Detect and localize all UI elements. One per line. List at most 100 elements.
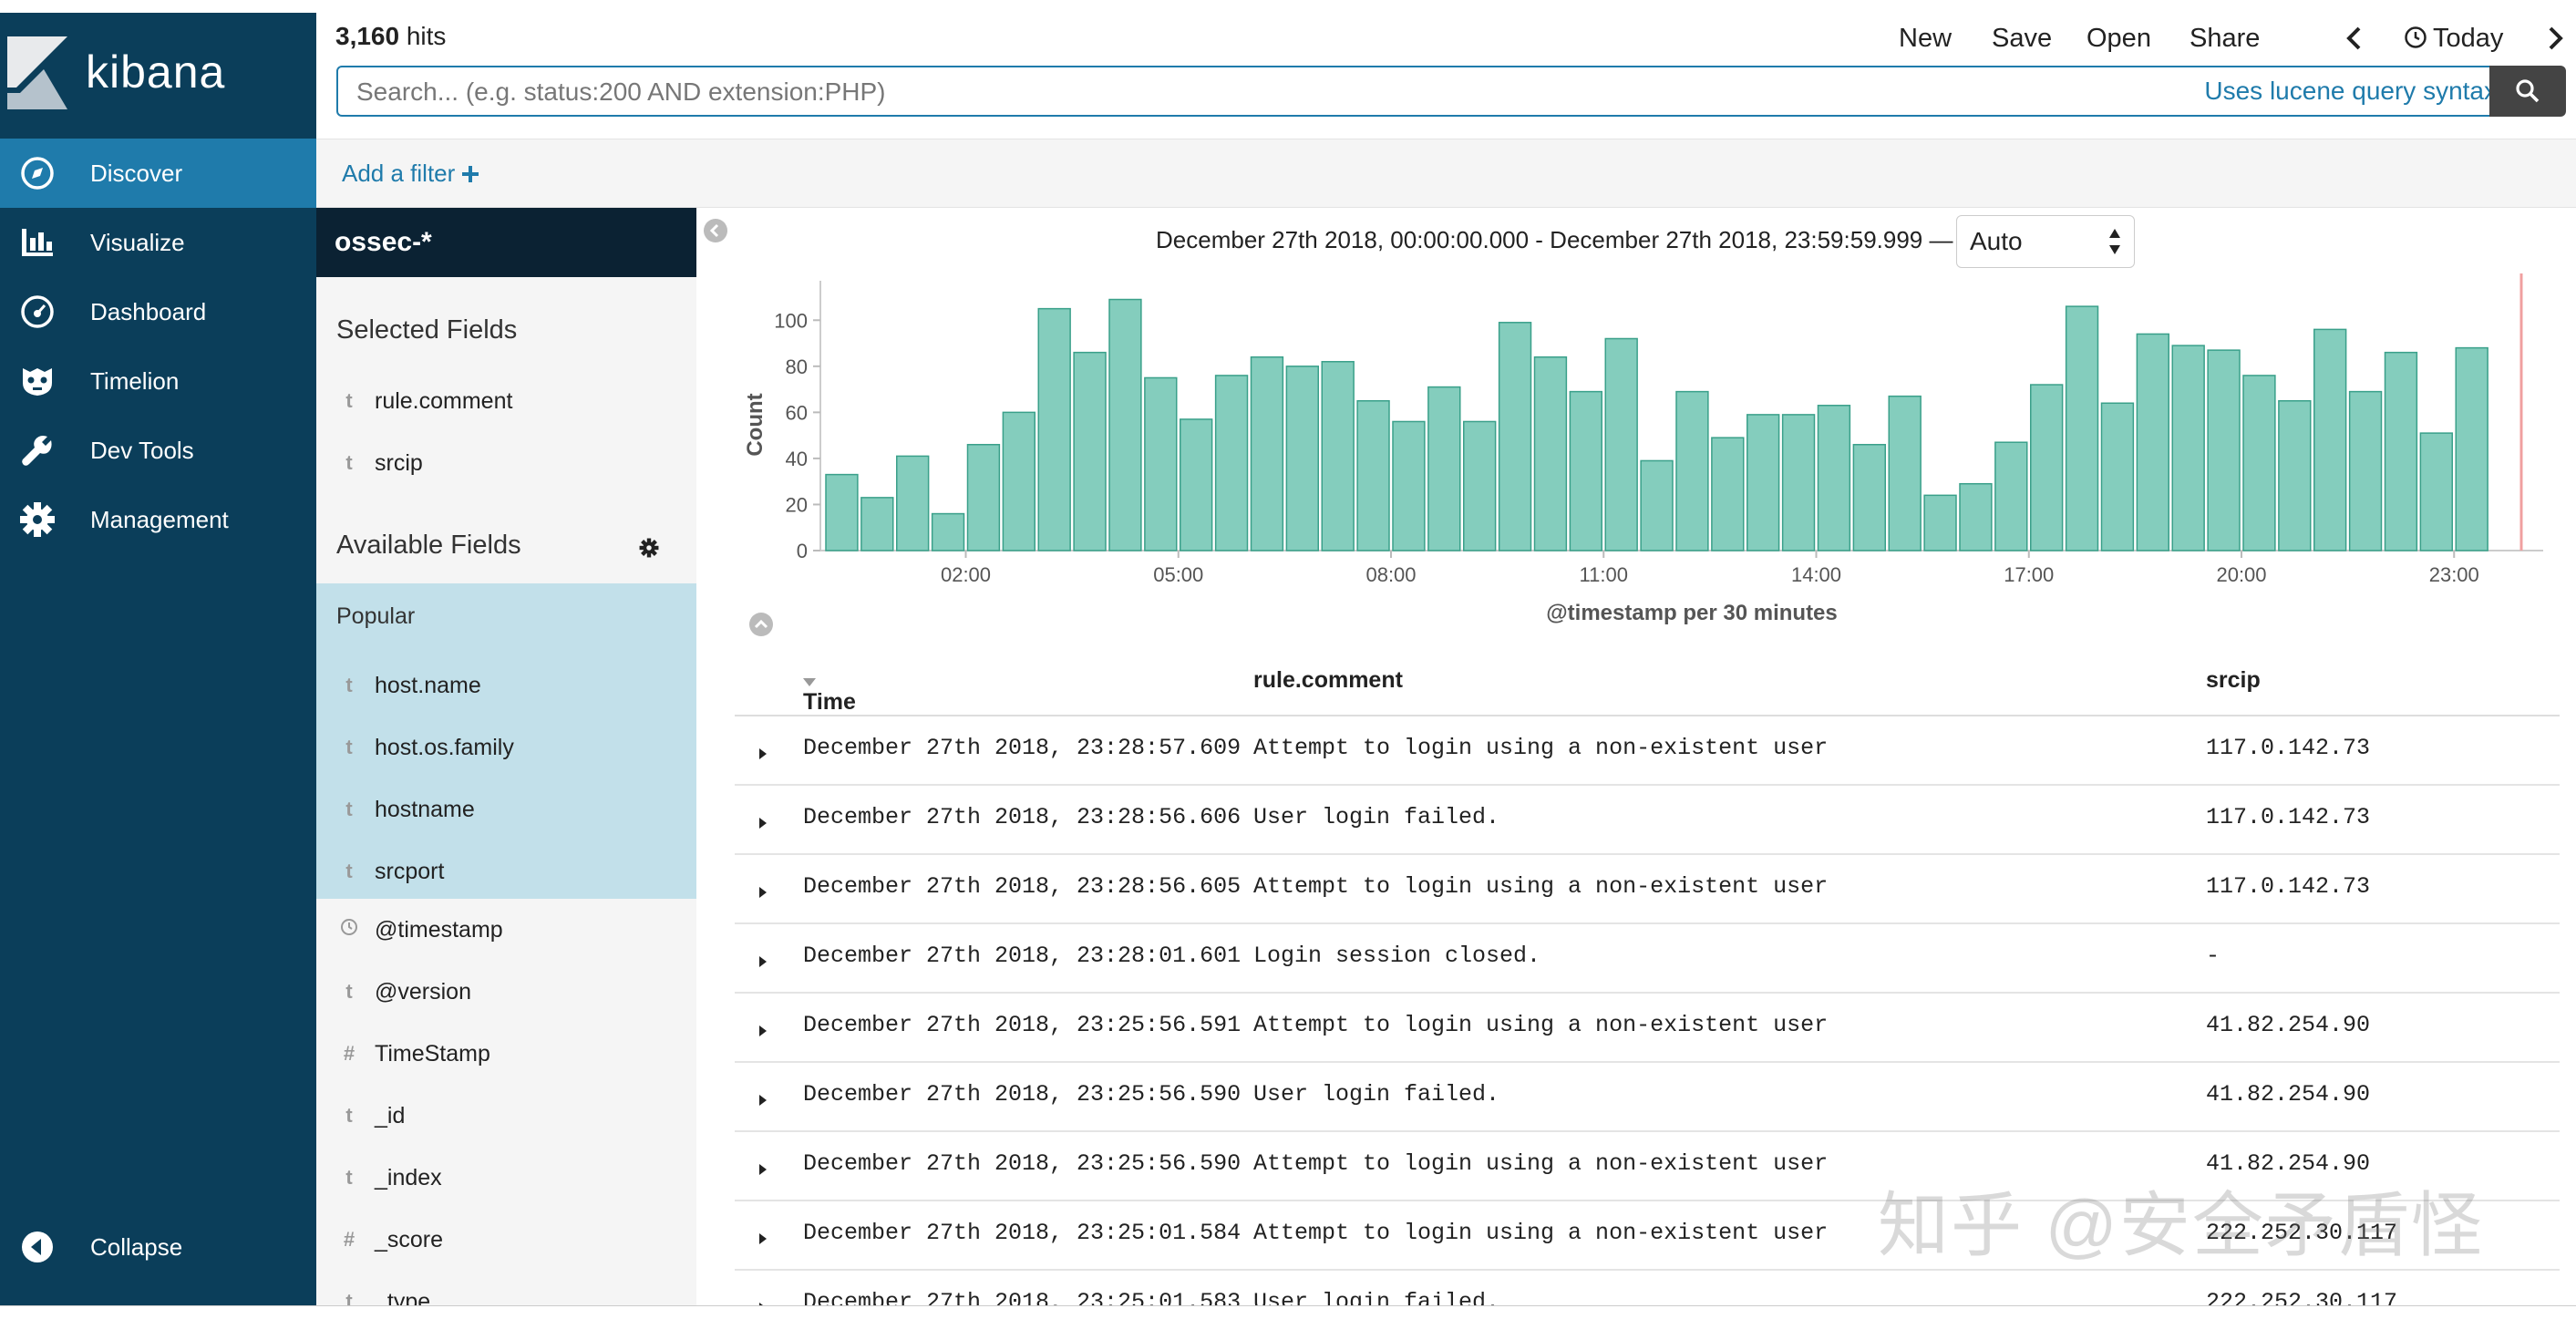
field-item[interactable]: # _score — [316, 1209, 696, 1271]
date-type-clock-icon — [340, 918, 358, 942]
share-button[interactable]: Share — [2190, 24, 2261, 53]
field-item[interactable]: t host.os.family — [316, 716, 696, 778]
histogram-bar — [2348, 390, 2383, 551]
expand-row-icon[interactable] — [758, 1295, 768, 1305]
collapse-sidebar-button[interactable] — [702, 217, 729, 249]
cell-srcip: 222.252.30.117 — [2206, 1289, 2398, 1305]
search-button[interactable] — [2489, 66, 2566, 117]
table-row[interactable]: December 27th 2018, 23:28:01.601 Login se… — [735, 922, 2560, 994]
histogram-bar — [1888, 395, 1922, 551]
cell-time: December 27th 2018, 23:25:56.590 — [803, 1150, 1242, 1177]
field-item[interactable]: t rule.comment — [316, 370, 696, 432]
histogram-bar — [2278, 399, 2312, 551]
field-name: hostname — [375, 796, 475, 822]
field-item[interactable]: t _index — [316, 1147, 696, 1209]
column-header-time[interactable]: Time — [803, 667, 856, 715]
main-navigation: kibana Discover Visualize Dashboard Time… — [0, 13, 316, 1305]
time-next-button[interactable] — [2548, 26, 2564, 58]
table-row[interactable]: December 27th 2018, 23:25:56.590 User log… — [735, 1061, 2560, 1132]
expand-row-icon[interactable] — [758, 810, 768, 837]
expand-row-icon[interactable] — [758, 741, 768, 768]
field-settings-gear-icon[interactable] — [639, 538, 659, 562]
expand-row-icon[interactable] — [758, 1018, 768, 1045]
field-item[interactable]: @timestamp — [316, 899, 696, 961]
cell-rule-comment: Attempt to login using a non-existent us… — [1253, 873, 1829, 900]
table-row[interactable]: December 27th 2018, 23:25:01.584 Attempt … — [735, 1200, 2560, 1271]
select-arrows-icon — [2108, 227, 2121, 263]
histogram-bar — [1250, 356, 1284, 551]
table-row[interactable]: December 27th 2018, 23:25:56.591 Attempt … — [735, 992, 2560, 1063]
field-item[interactable]: # TimeStamp — [316, 1023, 696, 1085]
kibana-logo[interactable]: kibana — [0, 13, 316, 139]
field-name: TimeStamp — [375, 1040, 490, 1067]
nav-label-management: Management — [90, 505, 229, 533]
cell-rule-comment: User login failed. — [1253, 1289, 1500, 1305]
table-row[interactable]: December 27th 2018, 23:28:57.609 Attempt … — [735, 715, 2560, 786]
collapse-chart-button[interactable] — [747, 611, 775, 643]
field-item[interactable]: t hostname — [316, 778, 696, 840]
expand-row-icon[interactable] — [758, 1226, 768, 1252]
chevron-up-circle-icon — [749, 613, 773, 636]
string-type-icon: t — [345, 736, 353, 758]
nav-item-discover[interactable]: Discover — [0, 139, 316, 208]
gear-icon — [18, 500, 57, 539]
table-row[interactable]: December 27th 2018, 23:28:56.606 User log… — [735, 784, 2560, 855]
table-row[interactable]: December 27th 2018, 23:25:01.583 User log… — [735, 1269, 2560, 1305]
plus-icon — [461, 166, 479, 182]
index-pattern-selector[interactable]: ossec-* — [316, 208, 696, 277]
add-filter-button[interactable]: Add a filter — [342, 160, 479, 188]
string-type-icon: t — [345, 798, 353, 820]
save-button[interactable]: Save — [1992, 24, 2053, 53]
open-button[interactable]: Open — [2087, 24, 2151, 53]
wrench-icon — [18, 431, 57, 469]
timelion-mask-icon — [18, 362, 57, 400]
time-picker-button[interactable]: Today — [2404, 24, 2503, 54]
field-name: _type — [375, 1288, 431, 1306]
histogram-bar — [1604, 337, 1638, 551]
histogram-bar — [1356, 399, 1390, 551]
lucene-syntax-link[interactable]: Uses lucene query syntax — [2204, 77, 2497, 105]
histogram-bar — [1533, 356, 1568, 551]
field-item[interactable]: t @version — [316, 961, 696, 1023]
nav-item-visualize[interactable]: Visualize — [0, 208, 316, 277]
nav-item-timelion[interactable]: Timelion — [0, 346, 316, 416]
field-item[interactable]: t _id — [316, 1085, 696, 1147]
x-tick-label: 08:00 — [1365, 563, 1416, 586]
nav-collapse-button[interactable]: Collapse — [0, 1212, 316, 1282]
histogram-bar — [896, 455, 930, 551]
nav-item-dashboard[interactable]: Dashboard — [0, 277, 316, 346]
field-item[interactable]: t srcip — [316, 432, 696, 494]
column-header-rule-comment[interactable]: rule.comment — [1253, 667, 1403, 693]
chevron-left-icon — [2346, 26, 2361, 50]
table-row[interactable]: December 27th 2018, 23:28:56.605 Attempt … — [735, 853, 2560, 924]
x-tick-label: 11:00 — [1580, 563, 1628, 586]
histogram-bar — [1392, 420, 1426, 551]
field-name: host.name — [375, 672, 481, 698]
search-input[interactable] — [338, 67, 2090, 117]
expand-row-icon[interactable] — [758, 1157, 768, 1183]
expand-row-icon[interactable] — [758, 949, 768, 975]
histogram-bar — [2171, 345, 2205, 551]
cell-rule-comment: Login session closed. — [1253, 943, 1541, 969]
expand-row-icon[interactable] — [758, 880, 768, 906]
column-header-srcip[interactable]: srcip — [2206, 667, 2261, 693]
field-item[interactable]: t _type — [316, 1271, 696, 1306]
string-type-icon: t — [345, 1166, 353, 1189]
histogram-bar — [1675, 390, 1709, 551]
new-button[interactable]: New — [1899, 24, 1953, 53]
interval-select[interactable]: Auto — [1956, 215, 2135, 268]
field-item[interactable]: t srcport — [316, 840, 696, 902]
string-type-icon: t — [345, 674, 353, 696]
table-row[interactable]: December 27th 2018, 23:25:56.590 Attempt … — [735, 1130, 2560, 1201]
time-prev-button[interactable] — [2345, 26, 2362, 58]
histogram-bar — [2207, 349, 2241, 551]
nav-item-management[interactable]: Management — [0, 485, 316, 554]
expand-row-icon[interactable] — [758, 1087, 768, 1114]
histogram-bar — [1747, 414, 1780, 551]
histogram-bar — [2455, 346, 2488, 551]
y-tick-label: 80 — [786, 356, 808, 378]
field-item[interactable]: t host.name — [316, 654, 696, 716]
x-tick-label: 14:00 — [1791, 563, 1841, 586]
field-name: @timestamp — [375, 916, 503, 943]
nav-item-dev-tools[interactable]: Dev Tools — [0, 416, 316, 485]
